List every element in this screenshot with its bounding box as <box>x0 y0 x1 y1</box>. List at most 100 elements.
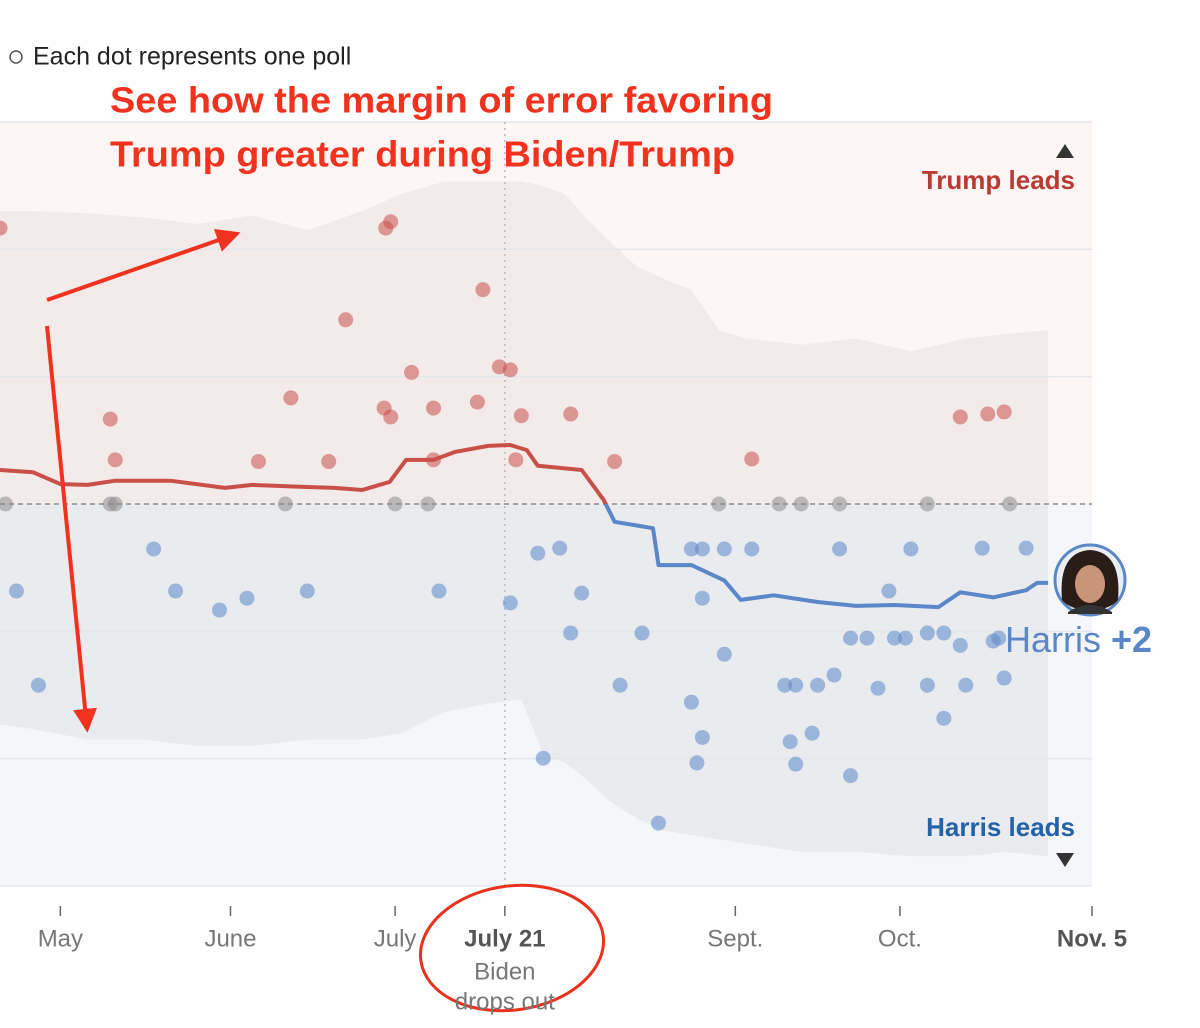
legend-text: Each dot represents one poll <box>33 43 351 71</box>
poll-dot <box>903 541 919 557</box>
poll-dot <box>107 452 123 468</box>
poll-dot <box>804 725 820 741</box>
poll-dot <box>513 408 529 424</box>
poll-dot <box>936 710 952 726</box>
plot-area <box>0 121 1092 887</box>
poll-dot <box>788 677 804 693</box>
x-tick-label: Sept. <box>707 925 763 952</box>
poll-dot <box>0 220 8 236</box>
poll-dot <box>102 411 118 427</box>
poll-dot <box>683 541 699 557</box>
x-tick-label: June <box>204 925 256 952</box>
bottom-label: Harris leads <box>926 812 1075 842</box>
poll-dot <box>843 768 859 784</box>
poll-dot <box>431 583 447 599</box>
x-tick-label: May <box>38 925 83 952</box>
poll-dot <box>508 452 524 468</box>
poll-dot <box>299 583 315 599</box>
x-tick-label: July 21 <box>464 925 545 952</box>
top-label: Trump leads <box>922 165 1075 195</box>
poll-dot <box>919 677 935 693</box>
poll-dot <box>897 630 913 646</box>
highlight-ellipse <box>418 883 606 1013</box>
poll-dot <box>974 540 990 556</box>
poll-dot <box>711 496 727 512</box>
trump-zone <box>0 122 1092 504</box>
poll-dot <box>8 583 24 599</box>
poll-dot <box>694 729 710 745</box>
poll-dot <box>886 630 902 646</box>
poll-dot <box>716 646 732 662</box>
poll-dot <box>716 541 732 557</box>
up-triangle <box>1056 144 1074 158</box>
poll-dot <box>996 404 1012 420</box>
poll-dot <box>338 312 354 328</box>
poll-dot <box>832 496 848 512</box>
poll-dot <box>426 400 442 416</box>
poll-dot <box>980 406 996 422</box>
poll-dot <box>832 541 848 557</box>
poll-dot <box>650 815 666 831</box>
poll-dot <box>574 585 590 601</box>
poll-dot <box>404 364 420 380</box>
poll-dot <box>563 406 579 422</box>
poll-dot <box>694 541 710 557</box>
end-label-lead: +2 <box>1111 619 1152 660</box>
poll-dot <box>168 583 184 599</box>
poll-dot <box>283 390 299 406</box>
poll-dot <box>744 451 760 467</box>
x-tick-label: Nov. 5 <box>1057 925 1127 952</box>
poll-dot <box>694 590 710 606</box>
poll-dot <box>469 394 485 410</box>
annotation-arrow <box>45 325 98 733</box>
poll-dot <box>744 541 760 557</box>
poll-dot <box>782 734 798 750</box>
poll-dot <box>107 496 123 512</box>
poll-dot <box>607 454 623 470</box>
poll-dot <box>146 541 162 557</box>
x-tick-label: July <box>374 925 417 952</box>
poll-dot <box>530 545 546 561</box>
down-triangle <box>1056 853 1074 867</box>
end-label-name: Harris <box>1005 619 1101 660</box>
poll-dot <box>502 595 518 611</box>
poll-dot <box>843 630 859 646</box>
poll-dot <box>788 756 804 772</box>
poll-dot <box>321 454 337 470</box>
poll-dot <box>0 496 13 512</box>
avatar <box>1053 543 1127 617</box>
poll-dot <box>991 630 1007 646</box>
poll-dot <box>387 496 403 512</box>
poll-dot <box>239 590 255 606</box>
end-label: Harris +2 <box>1005 619 1152 660</box>
event-label: drops out <box>455 988 555 1015</box>
poll-dot <box>563 625 579 641</box>
annotation-line: See how the margin of error favoring <box>110 80 773 121</box>
trend-line <box>0 443 1049 610</box>
poll-dot <box>1002 496 1018 512</box>
x-tick-label: Oct. <box>878 925 922 952</box>
annotation-line: Trump greater during Biden/Trump <box>110 134 735 175</box>
poll-dot <box>535 750 551 766</box>
poll-dot <box>936 625 952 641</box>
poll-dot <box>277 496 293 512</box>
poll-dot <box>612 677 628 693</box>
harris-zone <box>0 504 1092 886</box>
poll-dot <box>552 540 568 556</box>
poll-dot <box>634 625 650 641</box>
poll-dot <box>919 625 935 641</box>
poll-dot <box>870 680 886 696</box>
poll-dot <box>683 694 699 710</box>
event-label: Biden <box>474 958 535 985</box>
poll-dot <box>859 630 875 646</box>
annotation-arrow <box>46 229 241 302</box>
poll-dot <box>777 677 793 693</box>
poll-dot <box>793 496 809 512</box>
poll-dot <box>952 409 968 425</box>
poll-dot <box>826 667 842 683</box>
poll-dot <box>250 454 266 470</box>
poll-dot <box>689 755 705 771</box>
poll-dot <box>30 677 46 693</box>
poll-dot <box>771 496 787 512</box>
